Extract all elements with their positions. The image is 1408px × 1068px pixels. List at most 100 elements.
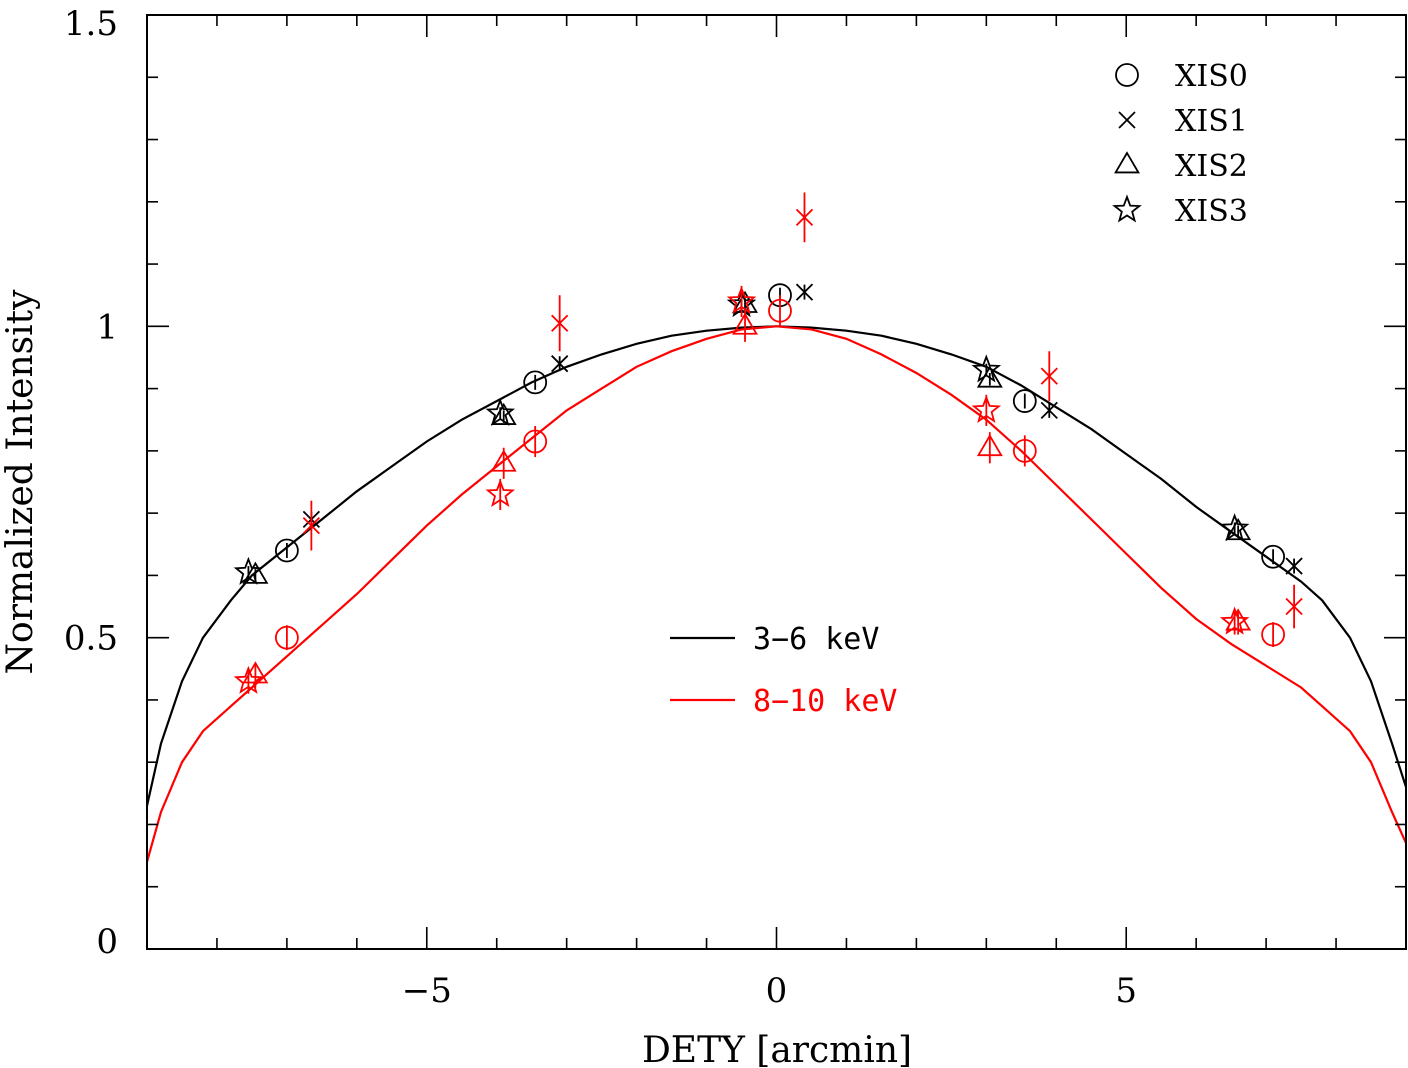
legend-label: XIS1 [1175,104,1248,139]
y-tick-label: 1.5 [64,4,118,44]
triangle-marker [490,402,517,425]
star-marker [485,478,515,508]
data-point [795,192,814,243]
data-point [302,500,321,551]
star-marker [1219,606,1250,635]
cross-marker [795,283,814,301]
cross-marker [551,314,569,332]
data-point [971,394,1002,426]
band-legend-item: 8−10 keV [670,684,898,719]
model-curve [145,325,1408,863]
data-point [242,661,269,688]
circle-marker [1012,389,1037,413]
star-marker [485,397,516,427]
legend-item-xis0: XIS0 [1115,59,1248,94]
data-point [233,556,264,585]
triangle-legend-marker [1114,151,1140,174]
circle-marker [274,538,299,563]
x-tick-label: 5 [1115,971,1137,1011]
star-marker [971,354,1002,383]
data-point [1012,435,1037,467]
circle-marker [274,625,299,650]
cross-legend-marker [1118,111,1136,129]
star-marker [233,665,264,694]
circle-marker [523,429,548,454]
x-tick-label: 0 [766,971,788,1011]
data-point [274,538,299,563]
band-legend-label: 8−10 keV [753,684,898,719]
x-tick-label: −5 [402,971,452,1011]
circle-marker [523,370,548,395]
cross-marker [1040,401,1058,420]
legend-label: XIS3 [1175,194,1248,229]
axes: −5 0 5 0 0.5 1 1.5 [64,4,1407,1011]
y-tick-label: 0 [96,922,118,962]
series-xis1 [302,192,1303,629]
data-point [1219,513,1250,542]
data-point [732,310,758,342]
data-point [1285,584,1303,629]
data-point [274,625,299,651]
data-point [551,295,569,352]
data-point [1012,389,1037,413]
data-point [768,295,792,327]
legend-label: XIS2 [1175,149,1248,184]
triangle-marker [976,433,1003,457]
data-point [551,355,569,373]
cross-marker [302,516,321,535]
triangle-marker [1225,518,1252,541]
series-xis0 [274,295,1286,651]
legend-item-xis3: XIS3 [1112,194,1248,229]
series-xis3 [233,285,1250,694]
cross-marker [1285,557,1303,575]
data-points [233,192,1303,694]
model-curve [145,325,1408,807]
star-marker [1219,513,1250,542]
legend: XIS0 XIS1 XIS2 XIS3 3−6 keV 8−10 keV [670,59,1248,719]
star-marker [726,285,757,314]
circle-marker [1261,544,1286,569]
series-xis3 [233,288,1250,585]
star-legend-marker [1112,194,1142,223]
cross-marker [551,355,569,373]
legend-item-xis2: XIS2 [1114,149,1248,184]
legend-label: XIS0 [1175,59,1248,94]
data-point [1285,557,1303,575]
star-marker [233,556,264,585]
model-curves [145,325,1408,863]
data-point [485,478,515,511]
data-point [1040,401,1058,420]
data-point [971,354,1002,383]
circle-marker [1261,622,1286,647]
band-legend-label: 3−6 keV [753,622,879,657]
data-point [1261,544,1286,569]
data-point [523,370,548,395]
y-tick-label: 0.5 [64,619,118,659]
data-point [1261,622,1286,648]
circle-marker [768,298,792,323]
series-xis2 [242,310,1252,688]
star-marker [971,394,1002,423]
legend-item-xis1: XIS1 [1118,104,1248,139]
data-point [795,283,814,301]
circle-marker [1012,438,1037,463]
data-point [490,447,517,479]
data-point [726,285,757,317]
cross-marker [1040,367,1058,385]
cross-marker [795,208,814,227]
series-xis2 [242,290,1252,584]
data-point [1040,351,1058,402]
x-axis-title: DETY [arcmin] [642,1030,912,1068]
data-point [523,425,548,458]
y-axis-title: Normalized Intensity [0,289,41,675]
data-point [1219,606,1250,635]
y-tick-label: 1 [96,307,118,347]
data-point [976,432,1003,464]
triangle-marker [732,312,758,335]
data-point [233,665,264,694]
cross-marker [1285,597,1303,616]
band-legend-item: 3−6 keV [670,622,879,657]
data-point [485,397,516,427]
circle-legend-marker [1115,63,1139,87]
